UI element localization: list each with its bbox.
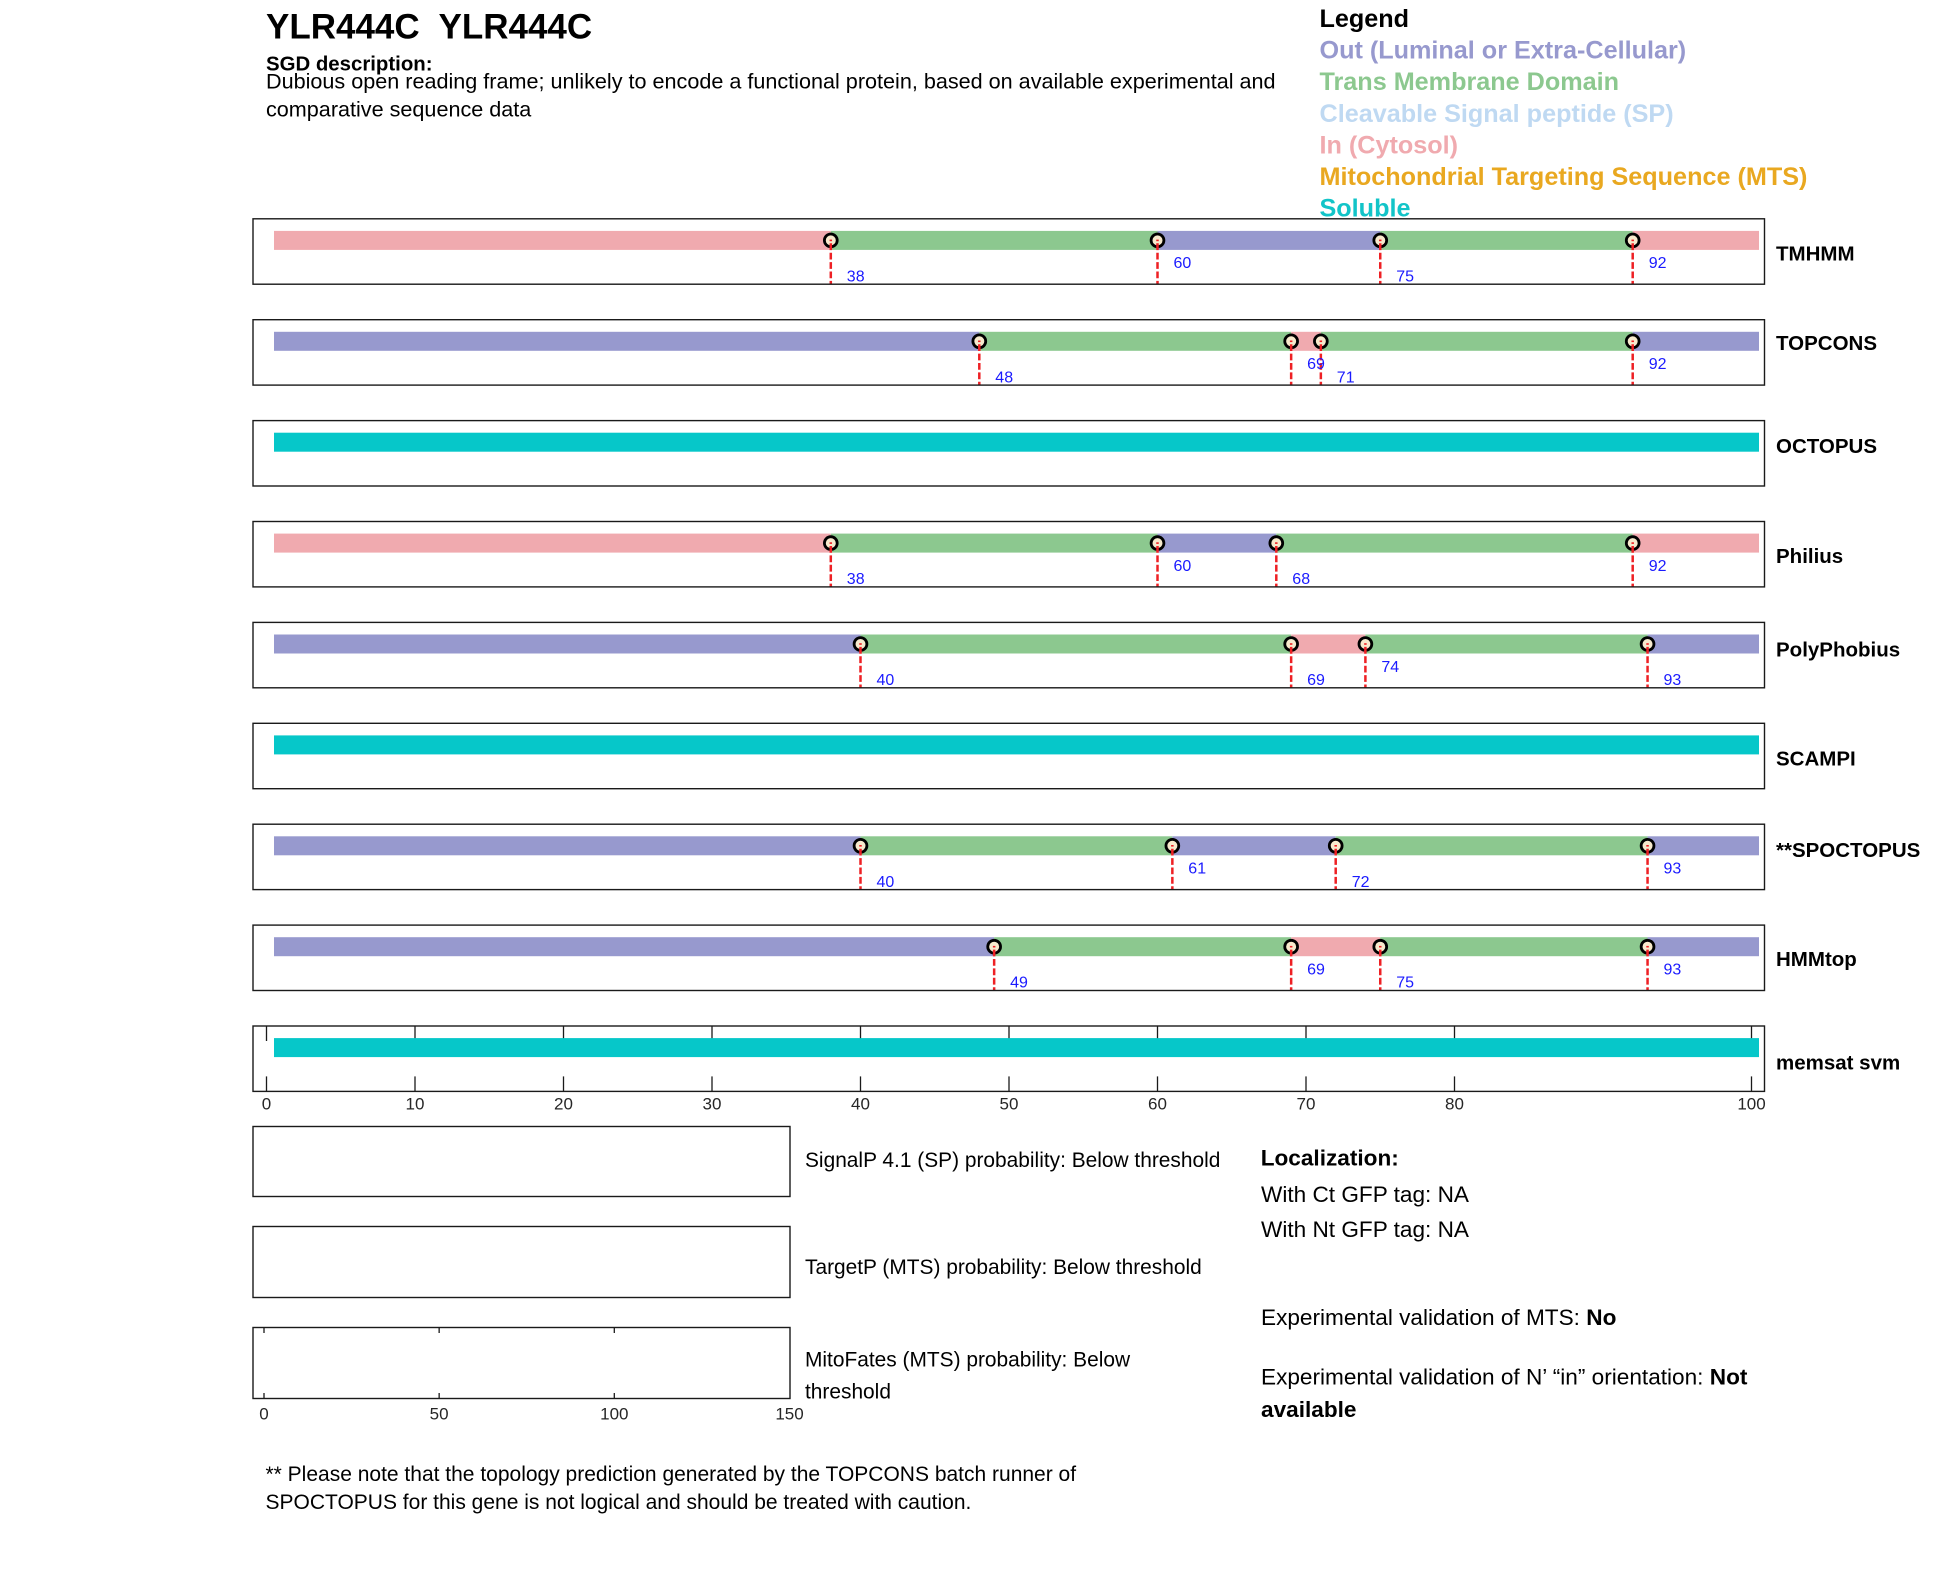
svg-text:92: 92 xyxy=(1649,558,1667,575)
svg-text:69: 69 xyxy=(1307,356,1325,373)
svg-text:93: 93 xyxy=(1664,861,1682,878)
svg-text:available: available xyxy=(1261,1397,1356,1422)
svg-text:With Nt GFP tag: NA: With Nt GFP tag: NA xyxy=(1261,1217,1470,1242)
svg-text:48: 48 xyxy=(995,369,1013,386)
svg-text:30: 30 xyxy=(703,1095,722,1114)
svg-text:comparative sequence data: comparative sequence data xyxy=(266,97,532,122)
svg-text:memsat svm: memsat svm xyxy=(1776,1052,1900,1075)
svg-text:68: 68 xyxy=(1292,571,1310,588)
svg-text:YLR444C YLR444C: YLR444C YLR444C xyxy=(266,8,592,47)
svg-text:92: 92 xyxy=(1649,255,1667,272)
svg-text:40: 40 xyxy=(851,1095,870,1114)
svg-text:38: 38 xyxy=(847,268,865,285)
svg-text:SPOCTOPUS for this gene is not: SPOCTOPUS for this gene is not logical a… xyxy=(266,1491,972,1514)
svg-text:MitoFates (MTS) probability: B: MitoFates (MTS) probability: Below xyxy=(805,1348,1131,1371)
svg-text:SignalP 4.1 (SP) probability:: SignalP 4.1 (SP) probability: Below thre… xyxy=(805,1149,1220,1172)
svg-text:20: 20 xyxy=(554,1095,573,1114)
svg-text:Out (Luminal or Extra-Cellular: Out (Luminal or Extra-Cellular) xyxy=(1320,37,1687,65)
svg-text:80: 80 xyxy=(1445,1095,1464,1114)
svg-text:150: 150 xyxy=(775,1405,803,1424)
svg-text:In (Cytosol): In (Cytosol) xyxy=(1320,131,1459,159)
svg-text:TOPCONS: TOPCONS xyxy=(1776,332,1877,355)
svg-text:Experimental validation of N’: Experimental validation of N’ “in” orien… xyxy=(1261,1365,1748,1390)
svg-text:93: 93 xyxy=(1664,672,1682,689)
svg-text:50: 50 xyxy=(430,1405,449,1424)
svg-text:SGD description:: SGD description: xyxy=(266,53,433,75)
svg-text:49: 49 xyxy=(1010,975,1028,992)
svg-text:69: 69 xyxy=(1307,672,1325,689)
svg-text:60: 60 xyxy=(1174,558,1192,575)
svg-text:10: 10 xyxy=(406,1095,425,1114)
svg-text:Experimental validation of MTS: Experimental validation of MTS: No xyxy=(1261,1305,1616,1330)
svg-text:75: 75 xyxy=(1396,975,1414,992)
svg-text:TargetP (MTS) probability: Bel: TargetP (MTS) probability: Below thresho… xyxy=(805,1256,1202,1279)
svg-text:**SPOCTOPUS: **SPOCTOPUS xyxy=(1776,839,1920,862)
svg-text:61: 61 xyxy=(1188,861,1206,878)
svg-text:92: 92 xyxy=(1649,356,1667,373)
svg-text:Dubious open reading frame; un: Dubious open reading frame; unlikely to … xyxy=(266,68,1276,93)
svg-text:** Please note that the topolo: ** Please note that the topology predict… xyxy=(266,1463,1077,1486)
svg-text:HMMtop: HMMtop xyxy=(1776,948,1857,971)
svg-text:50: 50 xyxy=(1000,1095,1019,1114)
svg-text:75: 75 xyxy=(1396,268,1414,285)
svg-text:38: 38 xyxy=(847,571,865,588)
svg-text:With Ct GFP tag: NA: With Ct GFP tag: NA xyxy=(1261,1182,1470,1207)
svg-text:70: 70 xyxy=(1297,1095,1316,1114)
svg-text:Soluble: Soluble xyxy=(1320,195,1411,223)
svg-text:71: 71 xyxy=(1337,369,1355,386)
svg-text:PolyPhobius: PolyPhobius xyxy=(1776,638,1900,661)
svg-text:Cleavable Signal peptide (SP): Cleavable Signal peptide (SP) xyxy=(1320,100,1674,128)
svg-text:72: 72 xyxy=(1352,874,1370,891)
svg-text:threshold: threshold xyxy=(805,1380,891,1403)
svg-text:Legend: Legend xyxy=(1320,5,1410,33)
svg-text:40: 40 xyxy=(877,672,895,689)
svg-text:TMHMM: TMHMM xyxy=(1776,243,1855,266)
svg-text:SCAMPI: SCAMPI xyxy=(1776,748,1856,771)
svg-text:100: 100 xyxy=(1737,1095,1765,1114)
svg-text:60: 60 xyxy=(1174,255,1192,272)
svg-text:Philius: Philius xyxy=(1776,545,1843,568)
svg-text:93: 93 xyxy=(1664,962,1682,979)
svg-text:74: 74 xyxy=(1381,659,1399,676)
svg-text:0: 0 xyxy=(259,1405,268,1424)
svg-text:0: 0 xyxy=(262,1095,271,1114)
svg-text:Mitochondrial Targeting Sequen: Mitochondrial Targeting Sequence (MTS) xyxy=(1320,163,1808,191)
svg-text:Trans Membrane Domain: Trans Membrane Domain xyxy=(1320,68,1620,96)
svg-text:100: 100 xyxy=(600,1405,628,1424)
svg-text:OCTOPUS: OCTOPUS xyxy=(1776,435,1877,458)
svg-text:Localization:: Localization: xyxy=(1261,1146,1399,1171)
svg-text:69: 69 xyxy=(1307,962,1325,979)
svg-text:40: 40 xyxy=(877,874,895,891)
svg-text:60: 60 xyxy=(1148,1095,1167,1114)
